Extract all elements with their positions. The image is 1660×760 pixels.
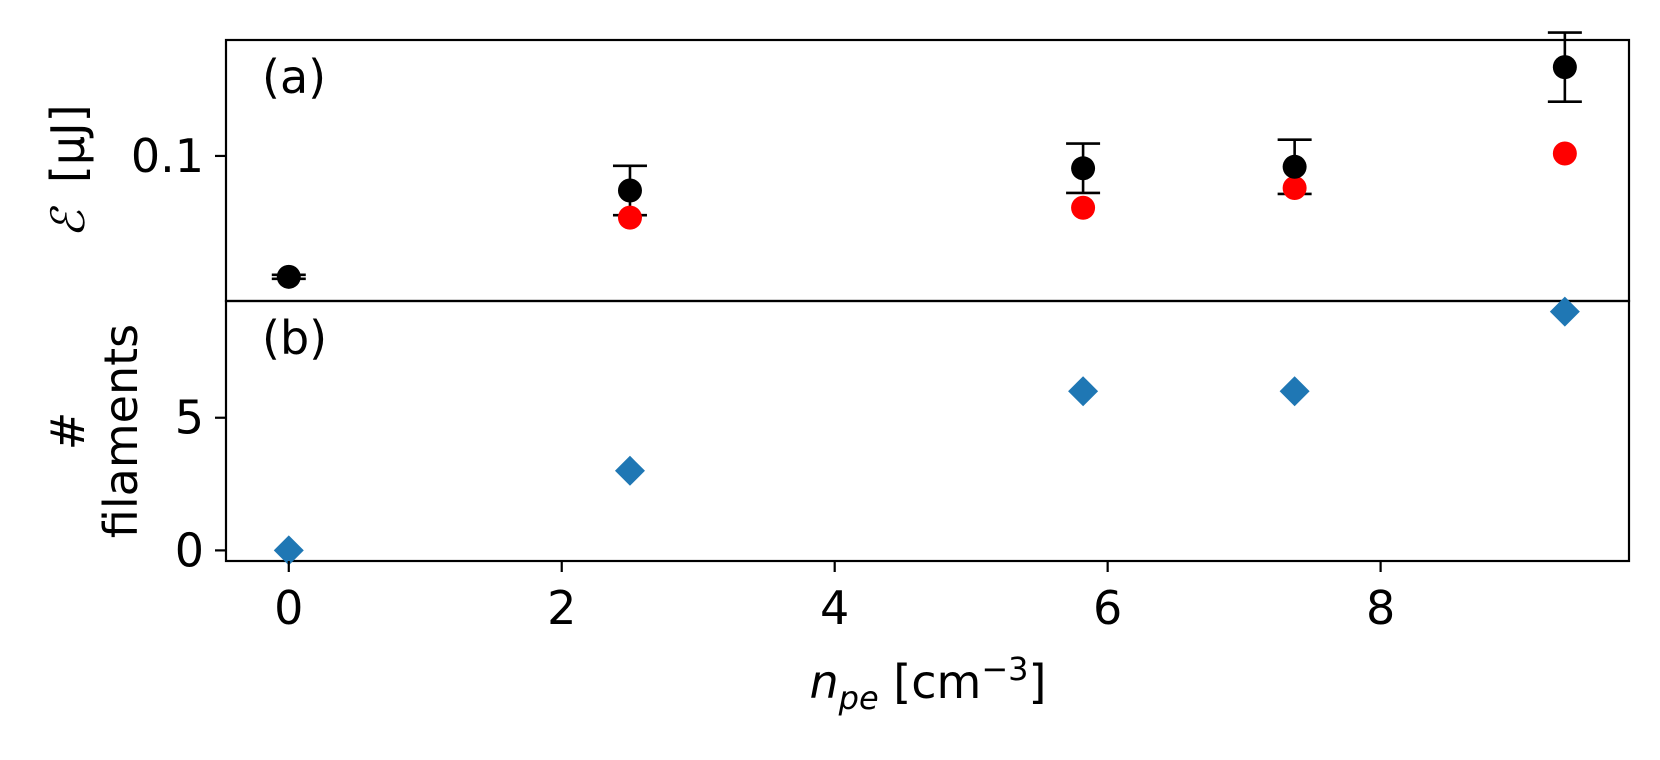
- filament-count-diamond: [614, 455, 645, 486]
- panel-a-y-ticks: 0.1: [131, 129, 226, 183]
- panel-b-y-label: # filaments: [41, 324, 148, 538]
- panel-b: (b) 05 # filaments: [41, 296, 1631, 577]
- energy-unit: [μJ]: [41, 104, 95, 183]
- black-data-point: [617, 178, 642, 203]
- black-data-point: [1552, 55, 1577, 80]
- y-tick-label: 0.1: [131, 129, 204, 183]
- x-tick-label: 6: [1093, 581, 1122, 635]
- filament-count-diamond: [1549, 296, 1580, 327]
- x-tick-label: 8: [1366, 581, 1395, 635]
- filaments-label-word: filaments: [94, 324, 148, 538]
- energy-symbol: ℰ: [41, 206, 95, 238]
- x-tick-label: 0: [274, 581, 303, 635]
- x-label-unit: [cm: [879, 655, 982, 709]
- x-label-subscript: pe: [838, 679, 879, 717]
- x-label-unit-close: ]: [1029, 655, 1047, 709]
- x-label-unit-exponent: −3: [981, 650, 1028, 688]
- red-data-point: [617, 205, 642, 230]
- panel-b-y-ticks: 05: [175, 391, 226, 577]
- black-data-point: [276, 264, 301, 289]
- x-axis-ticks: 0 2 4 6 8: [274, 561, 1395, 635]
- y-tick-label: 0: [175, 523, 204, 577]
- x-axis-label: npe [cm−3]: [810, 650, 1047, 717]
- y-tick-label: 5: [175, 391, 204, 445]
- panel-a-y-label: ℰ [μJ]: [41, 104, 95, 237]
- x-tick-label: 4: [820, 581, 849, 635]
- panel-b-label: (b): [262, 311, 327, 365]
- filament-count-diamond: [1068, 376, 1099, 407]
- filaments-label-hash: #: [41, 412, 95, 451]
- red-data-point: [1282, 176, 1307, 201]
- panel-b-frame: [224, 299, 1631, 563]
- panel-a-points: [276, 55, 1577, 289]
- x-tick-label: 2: [547, 581, 576, 635]
- filament-count-diamond: [1279, 376, 1310, 407]
- red-data-point: [1071, 195, 1096, 220]
- panel-b-points: [273, 296, 1580, 566]
- red-data-point: [1552, 141, 1577, 166]
- panel-a-label: (a): [262, 50, 326, 104]
- svg-text:ℰ [μJ]: ℰ [μJ]: [41, 104, 95, 237]
- filament-count-diamond: [273, 535, 304, 566]
- x-label-variable: n: [810, 655, 839, 709]
- black-data-point: [1282, 154, 1307, 179]
- black-data-point: [1071, 156, 1096, 181]
